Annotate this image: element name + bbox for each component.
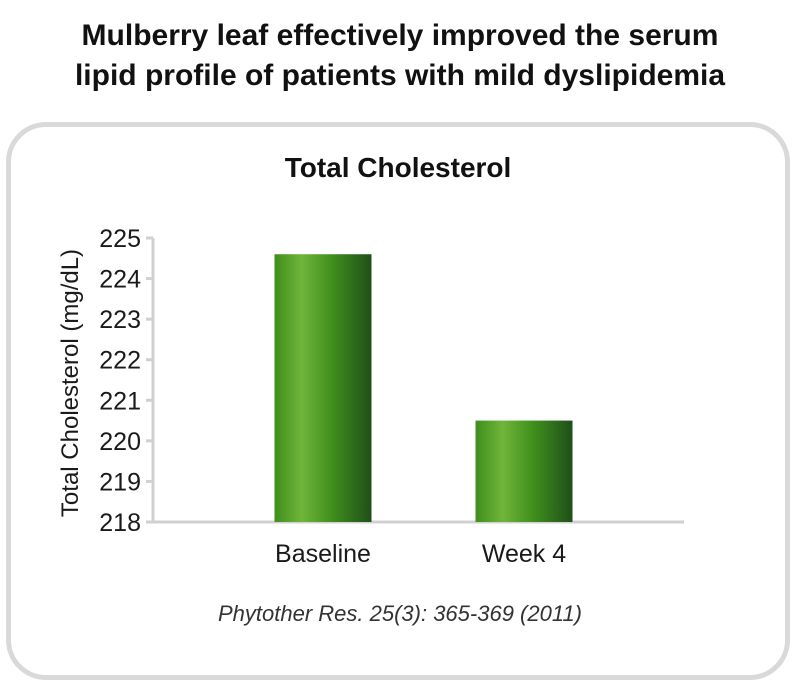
y-tick-label: 225 xyxy=(99,225,141,253)
headline-line-2: lipid profile of patients with mild dysl… xyxy=(74,59,726,92)
y-tick-label: 223 xyxy=(99,306,141,334)
y-tick-label: 220 xyxy=(99,428,141,456)
y-tick-label: 222 xyxy=(99,347,141,375)
y-tick-label: 224 xyxy=(99,266,141,294)
x-tick-label: Week 4 xyxy=(482,540,566,568)
page-headline: Mulberry leaf effectively improved the s… xyxy=(0,16,800,96)
chart-panel xyxy=(6,122,790,680)
x-tick-label: Baseline xyxy=(275,540,371,568)
y-tick-label: 218 xyxy=(99,509,141,537)
bar-baseline xyxy=(274,254,372,522)
y-tick-label: 219 xyxy=(99,468,141,496)
bar-week-4 xyxy=(475,420,573,522)
y-axis-label: Total Cholesterol (mg/dL) xyxy=(57,249,84,517)
headline-line-1: Mulberry leaf effectively improved the s… xyxy=(81,19,719,52)
y-tick-label: 221 xyxy=(99,387,141,415)
citation: Phytother Res. 25(3): 365-369 (2011) xyxy=(217,601,583,626)
chart-title: Total Cholesterol xyxy=(284,152,512,183)
